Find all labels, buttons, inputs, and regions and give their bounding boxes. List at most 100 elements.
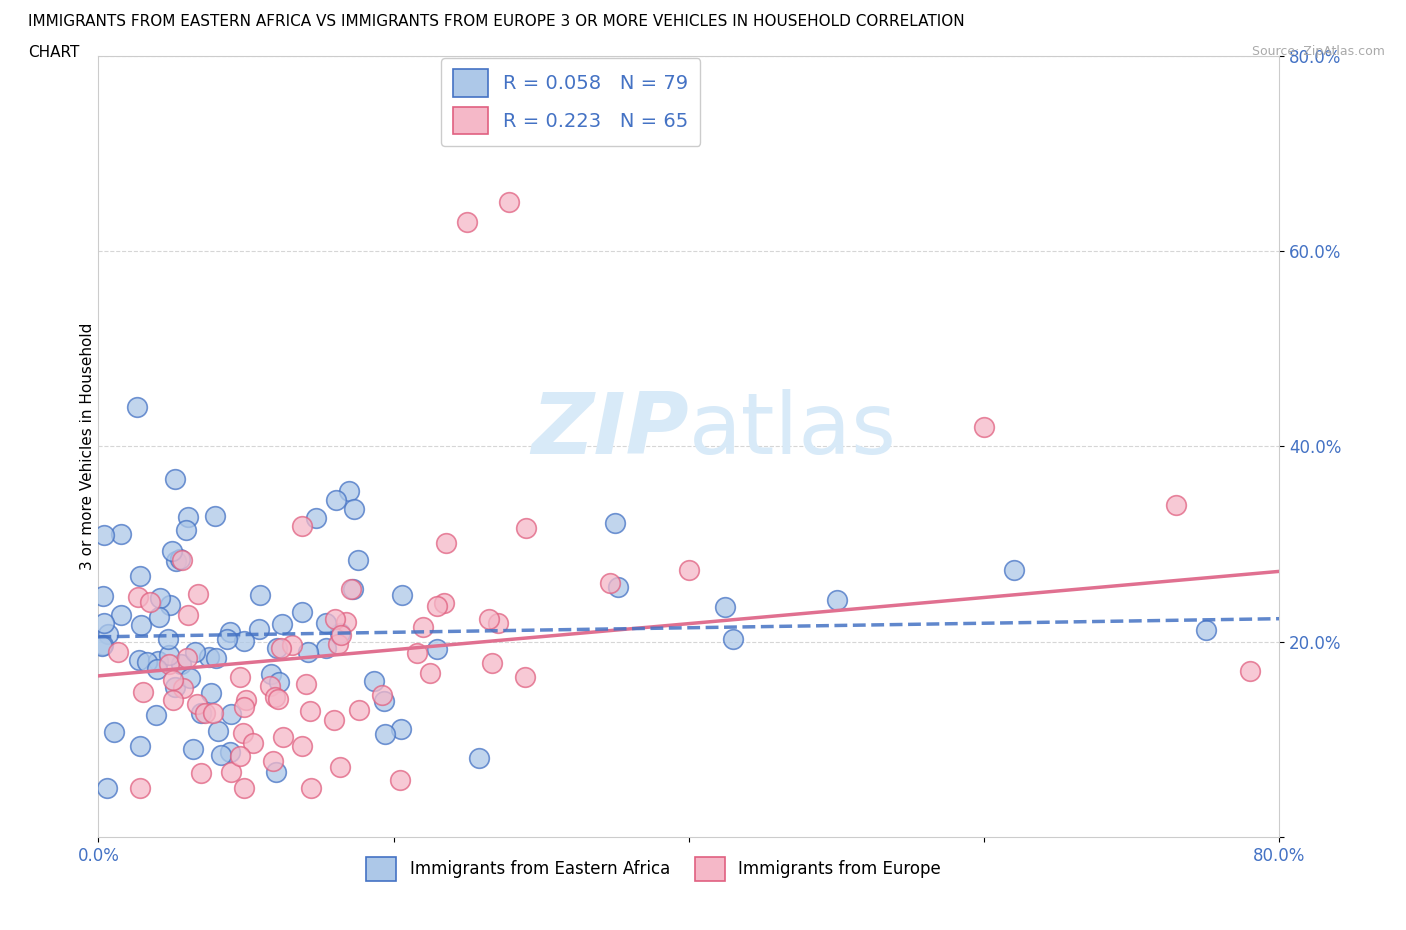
Point [169,657,191,671]
Point [374,726,396,741]
Point [201,706,224,721]
Point [481,656,503,671]
Point [291,604,314,619]
Point [148,591,170,605]
Point [177,607,200,622]
Point [329,759,352,774]
Point [607,579,630,594]
Point [204,509,226,524]
Point [110,526,132,541]
Point [347,552,370,567]
Point [291,738,314,753]
Point [219,744,242,759]
Point [328,637,350,652]
Point [148,609,170,624]
Point [298,703,321,718]
Point [235,693,257,708]
Point [232,700,254,715]
Point [169,551,191,566]
Point [232,781,254,796]
Point [97,626,120,641]
Point [146,661,169,676]
Point [103,724,125,739]
Point [215,631,238,646]
Point [219,624,242,639]
Point [329,626,352,641]
Point [425,642,447,657]
Point [266,640,288,655]
Point [406,645,429,660]
Point [160,544,183,559]
Point [162,693,184,708]
Point [129,618,152,632]
Point [498,195,520,210]
Point [157,657,180,671]
Point [271,730,294,745]
Point [176,523,198,538]
Point [478,611,501,626]
Point [219,707,242,722]
Point [219,764,242,779]
Point [132,684,155,699]
Point [136,654,159,669]
Point [335,614,357,629]
Text: atlas: atlas [689,390,897,472]
Text: IMMIGRANTS FROM EASTERN AFRICA VS IMMIGRANTS FROM EUROPE 3 OR MORE VEHICLES IN H: IMMIGRANTS FROM EASTERN AFRICA VS IMMIGR… [28,14,965,29]
Point [186,698,208,712]
Point [330,627,353,642]
Point [181,742,204,757]
Point [371,687,394,702]
Point [207,724,229,738]
Point [486,615,509,630]
Point [125,400,148,415]
Point [156,631,179,646]
Point [264,690,287,705]
Point [170,552,193,567]
Point [128,652,150,667]
Point [315,641,337,656]
Point [96,781,118,796]
Point [412,619,434,634]
Point [315,616,337,631]
Point [229,670,252,684]
Point [159,597,181,612]
Point [340,582,363,597]
Point [426,598,449,613]
Point [605,516,627,531]
Point [93,616,115,631]
Point [1002,562,1025,577]
Point [91,589,114,604]
Point [1166,498,1188,512]
Point [107,644,129,659]
Point [434,535,457,550]
Point [93,528,115,543]
Point [176,651,198,666]
Point [267,691,290,706]
Point [194,706,217,721]
Point [249,588,271,603]
Point [515,520,537,535]
Point [209,748,232,763]
Point [723,631,745,646]
Point [342,581,364,596]
Point [363,673,385,688]
Point [322,713,344,728]
Point [165,679,187,694]
Point [291,518,314,533]
Point [391,588,413,603]
Point [229,749,252,764]
Point [110,607,132,622]
Point [157,648,180,663]
Point [337,484,360,498]
Point [165,553,187,568]
Point [262,753,284,768]
Point [163,472,186,486]
Point [129,738,152,753]
Point [177,510,200,525]
Point [373,694,395,709]
Point [93,638,115,653]
Point [127,590,149,604]
Point [325,492,347,507]
Point [247,621,270,636]
Point [259,679,281,694]
